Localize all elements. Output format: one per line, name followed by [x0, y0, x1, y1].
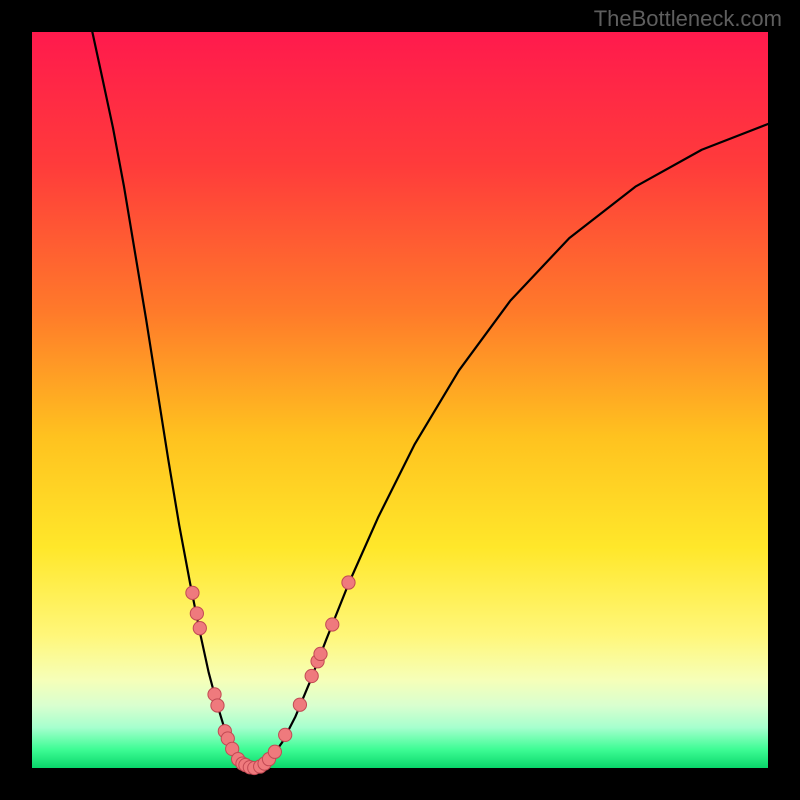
watermark-text: TheBottleneck.com — [594, 6, 782, 32]
data-marker — [279, 728, 292, 741]
data-marker — [268, 745, 281, 758]
data-marker — [186, 586, 199, 599]
data-marker — [342, 576, 355, 589]
chart-plot-area — [32, 32, 768, 768]
data-marker — [305, 669, 318, 682]
data-marker — [293, 698, 306, 711]
data-marker — [211, 699, 224, 712]
marker-group — [186, 576, 355, 775]
data-marker — [193, 622, 206, 635]
chart-outer-frame: TheBottleneck.com — [0, 0, 800, 800]
chart-svg — [32, 32, 768, 768]
data-marker — [326, 618, 339, 631]
bottleneck-curve-left — [92, 32, 252, 768]
data-marker — [314, 647, 327, 660]
bottleneck-curve-right — [253, 124, 768, 768]
data-marker — [190, 607, 203, 620]
